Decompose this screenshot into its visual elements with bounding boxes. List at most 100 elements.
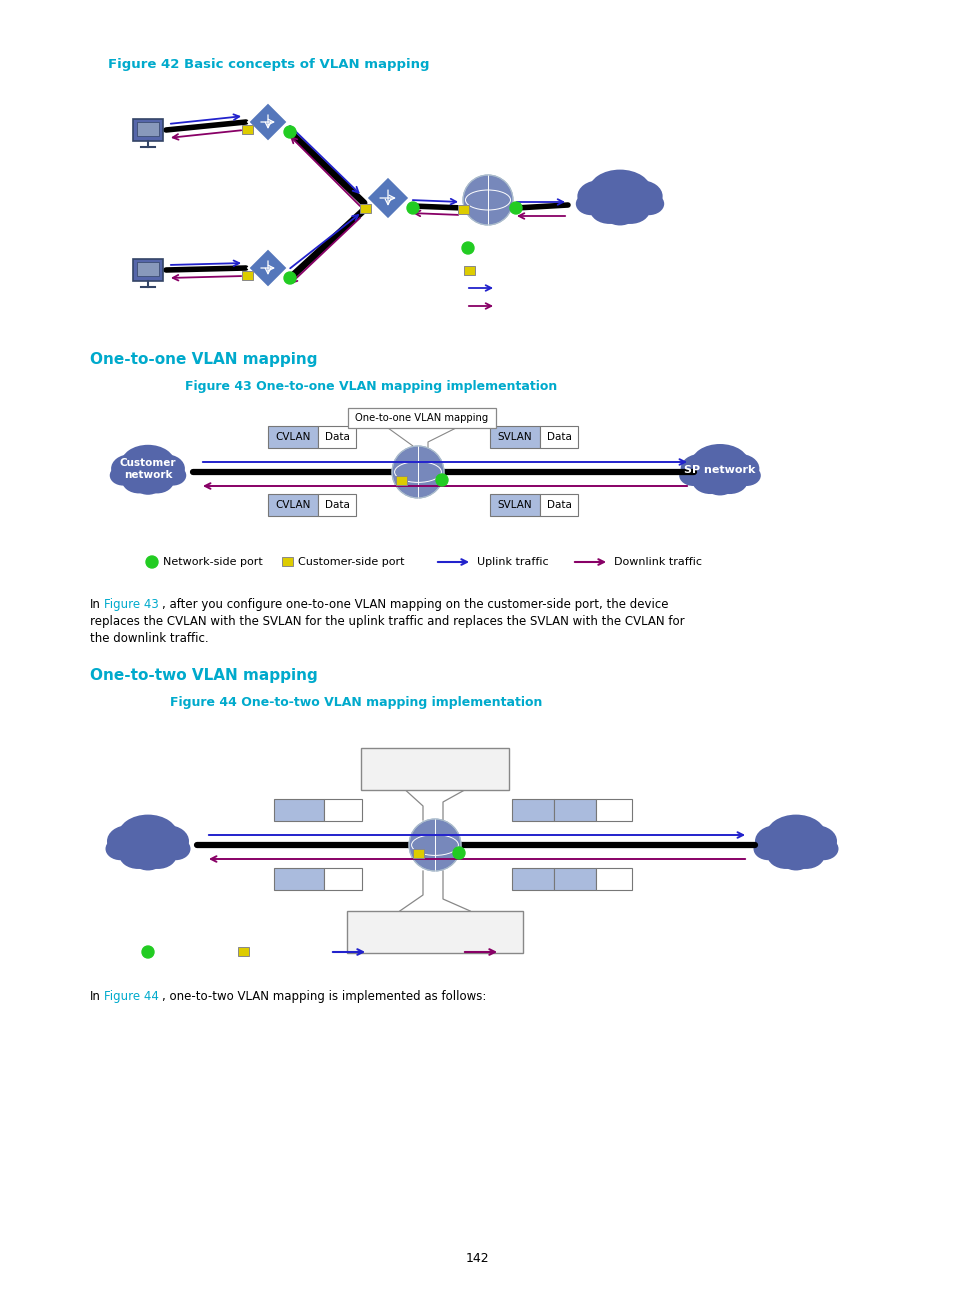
- Circle shape: [407, 202, 418, 214]
- Bar: [512, 800, 554, 820]
- Ellipse shape: [589, 196, 629, 224]
- Text: In: In: [90, 597, 101, 610]
- Circle shape: [461, 242, 474, 254]
- Bar: [539, 426, 578, 448]
- Ellipse shape: [618, 180, 662, 213]
- Ellipse shape: [692, 468, 728, 494]
- Ellipse shape: [588, 170, 651, 211]
- Text: Network-side port: Network-side port: [163, 557, 262, 568]
- Bar: [413, 849, 423, 858]
- Bar: [324, 868, 361, 890]
- Circle shape: [462, 175, 513, 226]
- Ellipse shape: [711, 468, 747, 494]
- Bar: [395, 476, 407, 485]
- Ellipse shape: [807, 837, 838, 861]
- Text: One-to-two VLAN mapping: One-to-two VLAN mapping: [90, 667, 317, 683]
- Circle shape: [409, 819, 460, 871]
- Ellipse shape: [786, 840, 824, 868]
- Ellipse shape: [139, 840, 177, 868]
- Circle shape: [436, 474, 448, 486]
- Ellipse shape: [719, 454, 759, 483]
- Ellipse shape: [147, 826, 189, 857]
- Bar: [282, 557, 293, 566]
- Bar: [347, 911, 522, 953]
- Text: Figure 44: Figure 44: [104, 990, 159, 1003]
- Bar: [539, 494, 578, 516]
- Circle shape: [142, 946, 153, 958]
- Bar: [274, 800, 324, 820]
- Circle shape: [284, 126, 295, 137]
- FancyBboxPatch shape: [132, 259, 163, 281]
- Ellipse shape: [679, 465, 707, 486]
- Ellipse shape: [691, 445, 748, 482]
- Circle shape: [146, 556, 158, 568]
- Text: Figure 44 One-to-two VLAN mapping implementation: Figure 44 One-to-two VLAN mapping implem…: [170, 696, 542, 709]
- Bar: [463, 266, 475, 275]
- Ellipse shape: [110, 465, 136, 486]
- Bar: [317, 494, 355, 516]
- Text: SVLAN: SVLAN: [497, 432, 532, 442]
- Ellipse shape: [118, 815, 178, 857]
- Text: Figure 43 One-to-one VLAN mapping implementation: Figure 43 One-to-one VLAN mapping implem…: [185, 380, 557, 393]
- Text: CVLAN: CVLAN: [275, 432, 311, 442]
- Ellipse shape: [794, 826, 836, 857]
- Ellipse shape: [133, 473, 162, 495]
- Bar: [490, 494, 539, 516]
- Ellipse shape: [147, 455, 185, 483]
- Text: Customer-side port: Customer-side port: [297, 557, 404, 568]
- Text: In: In: [90, 990, 101, 1003]
- Text: the downlink traffic.: the downlink traffic.: [90, 632, 209, 645]
- Ellipse shape: [160, 837, 191, 861]
- Text: SP network: SP network: [683, 465, 755, 476]
- Circle shape: [284, 272, 295, 284]
- Bar: [359, 203, 371, 213]
- Ellipse shape: [122, 468, 156, 494]
- Text: Data: Data: [546, 500, 571, 511]
- Text: Customer
network: Customer network: [120, 457, 176, 481]
- Ellipse shape: [704, 473, 735, 495]
- Ellipse shape: [633, 192, 663, 215]
- Text: Data: Data: [324, 432, 349, 442]
- Text: Downlink traffic: Downlink traffic: [614, 557, 701, 568]
- Polygon shape: [248, 102, 288, 141]
- Ellipse shape: [679, 454, 720, 483]
- Text: One-to-one VLAN mapping: One-to-one VLAN mapping: [355, 413, 488, 422]
- Ellipse shape: [577, 180, 620, 213]
- Bar: [242, 271, 253, 280]
- Bar: [274, 868, 324, 890]
- Bar: [317, 426, 355, 448]
- Circle shape: [392, 446, 443, 498]
- Bar: [490, 426, 539, 448]
- Ellipse shape: [754, 826, 796, 857]
- Ellipse shape: [576, 192, 606, 215]
- Bar: [348, 408, 496, 428]
- Text: Data: Data: [324, 500, 349, 511]
- Text: CVLAN: CVLAN: [275, 500, 311, 511]
- Ellipse shape: [121, 445, 174, 482]
- Ellipse shape: [610, 196, 650, 224]
- Ellipse shape: [766, 840, 804, 868]
- FancyBboxPatch shape: [132, 119, 163, 141]
- FancyBboxPatch shape: [137, 262, 158, 276]
- Bar: [457, 205, 469, 214]
- Text: replaces the CVLAN with the SVLAN for the uplink traffic and replaces the SVLAN : replaces the CVLAN with the SVLAN for th…: [90, 616, 684, 629]
- Bar: [268, 426, 317, 448]
- Bar: [268, 494, 317, 516]
- Text: 142: 142: [465, 1252, 488, 1265]
- Bar: [237, 947, 249, 956]
- Text: , after you configure one-to-one VLAN mapping on the customer-side port, the dev: , after you configure one-to-one VLAN ma…: [162, 597, 668, 610]
- FancyBboxPatch shape: [137, 122, 158, 136]
- Ellipse shape: [753, 837, 782, 861]
- Text: Data: Data: [546, 432, 571, 442]
- Bar: [360, 748, 509, 791]
- Ellipse shape: [119, 840, 157, 868]
- Bar: [596, 800, 631, 820]
- Polygon shape: [248, 249, 288, 288]
- Ellipse shape: [780, 846, 811, 871]
- Polygon shape: [366, 176, 409, 219]
- Ellipse shape: [111, 455, 149, 483]
- Bar: [554, 800, 596, 820]
- Bar: [242, 124, 253, 133]
- Text: SVLAN: SVLAN: [497, 500, 532, 511]
- Circle shape: [453, 848, 464, 859]
